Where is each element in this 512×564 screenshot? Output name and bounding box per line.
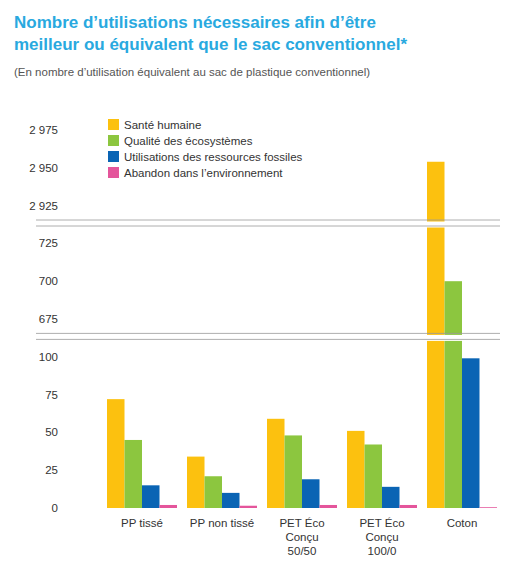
x-tick-label-line: Conçu — [285, 531, 318, 543]
tick-mark — [62, 470, 66, 471]
axis-break — [36, 220, 502, 228]
bar — [187, 457, 205, 508]
tick-mark — [62, 205, 66, 206]
bar — [142, 485, 160, 508]
bar — [445, 281, 463, 508]
y-tick-label: 2 975 — [29, 124, 58, 136]
bar — [302, 479, 320, 508]
title-line: Nombre d’utilisations nécessaires afin d… — [14, 13, 376, 32]
bar — [365, 444, 383, 508]
y-tick-label: 25 — [45, 464, 58, 476]
bars — [107, 162, 497, 508]
y-tick-label: 0 — [52, 502, 58, 514]
legend-swatch — [108, 119, 119, 130]
bar — [400, 505, 418, 508]
tick-mark — [62, 319, 66, 320]
subtitle: (En nombre d’utilisation équivalent au s… — [14, 66, 370, 78]
bar — [160, 505, 178, 508]
y-tick-label: 725 — [39, 237, 58, 249]
legend-swatch — [108, 167, 119, 178]
bar — [125, 440, 143, 508]
x-tick-label: PP non tissé — [190, 517, 254, 529]
legend-label: Santé humaine — [124, 119, 201, 131]
legend-label: Qualité des écosystèmes — [124, 135, 253, 147]
bar — [382, 487, 400, 508]
tick-mark — [62, 167, 66, 168]
break-line — [36, 220, 500, 221]
bar — [222, 493, 240, 508]
break-line — [36, 226, 500, 227]
x-tick-label-line: PP tissé — [121, 517, 163, 529]
bar — [107, 399, 125, 508]
title: Nombre d’utilisations nécessaires afin d… — [14, 13, 407, 54]
tick-mark — [62, 281, 66, 282]
tick-mark — [62, 508, 66, 509]
y-tick-label: 2 950 — [29, 162, 58, 174]
break-gap — [36, 222, 502, 228]
x-tick-label-line: Conçu — [365, 531, 398, 543]
axis-break — [36, 333, 502, 341]
x-tick-label-line: PP non tissé — [190, 517, 254, 529]
title-line: meilleur ou équivalent que le sac conven… — [14, 35, 407, 54]
legend-swatch — [108, 135, 119, 146]
x-tick-label-line: 100/0 — [368, 545, 397, 557]
tick-mark — [62, 356, 66, 357]
break-line — [36, 339, 500, 340]
x-tick-label-line: 50/50 — [288, 545, 317, 557]
bar — [347, 431, 365, 508]
y-tick-label: 75 — [45, 389, 58, 401]
legend-swatch — [108, 151, 119, 162]
x-tick-label: PP tissé — [121, 517, 163, 529]
x-tick-label: Coton — [447, 517, 478, 529]
bar — [267, 419, 285, 508]
y-tick-label: 2 925 — [29, 200, 58, 212]
x-tick-label: PET Éco Conçu 100/0 — [359, 517, 404, 557]
bar — [427, 162, 445, 508]
bar — [320, 505, 338, 508]
y-tick-label: 675 — [39, 313, 58, 325]
legend-label: Abandon dans l’environnement — [124, 167, 283, 179]
legend-label: Utilisations des ressources fossiles — [124, 151, 303, 163]
chart: Nombre d’utilisations nécessaires afin d… — [0, 0, 512, 564]
x-tick-label: PET Éco Conçu 50/50 — [279, 517, 324, 557]
x-tick-label-line: PET Éco — [279, 517, 324, 529]
break-line — [36, 333, 500, 334]
break-gap — [36, 335, 502, 341]
y-tick-label: 700 — [39, 275, 58, 287]
x-tick-label-line: PET Éco — [359, 517, 404, 529]
bar — [285, 435, 303, 508]
tick-mark — [62, 243, 66, 244]
tick-mark — [62, 432, 66, 433]
bar — [462, 358, 480, 508]
bar — [205, 476, 223, 508]
bar — [240, 506, 258, 508]
tick-mark — [62, 130, 66, 131]
y-tick-label: 50 — [45, 426, 58, 438]
bar — [480, 507, 498, 508]
y-tick-label: 100 — [39, 351, 58, 363]
x-tick-label-line: Coton — [447, 517, 478, 529]
tick-mark — [62, 394, 66, 395]
